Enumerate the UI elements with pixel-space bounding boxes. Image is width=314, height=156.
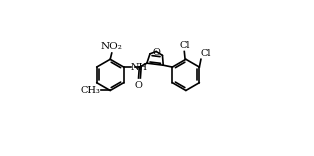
Text: NO₂: NO₂ [101, 42, 123, 51]
Text: NH: NH [131, 63, 148, 72]
Text: CH₃: CH₃ [81, 86, 100, 95]
Text: O: O [152, 48, 160, 57]
Text: Cl: Cl [201, 49, 211, 58]
Text: Cl: Cl [179, 41, 190, 50]
Text: O: O [135, 81, 143, 90]
